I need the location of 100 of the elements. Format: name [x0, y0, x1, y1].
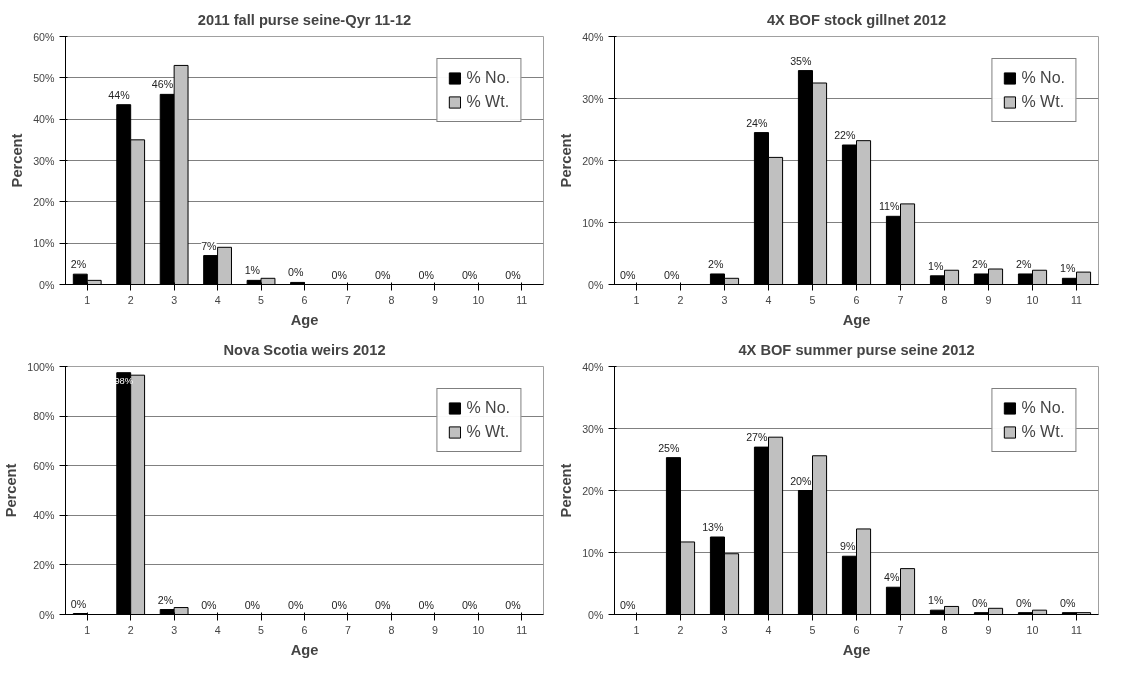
y-tick-label: 0% [39, 278, 56, 291]
data-label: 0% [418, 598, 435, 611]
data-label: 0% [1016, 596, 1033, 609]
data-label: 2% [708, 257, 725, 270]
data-label: 46% [151, 78, 174, 91]
y-axis-title: Percent [558, 463, 575, 518]
y-tick-label: 40% [33, 509, 56, 522]
x-axis-title: Age [290, 641, 319, 658]
data-label: 0% [620, 268, 637, 281]
data-label: 1% [1060, 262, 1077, 275]
data-label: 2% [1016, 257, 1033, 270]
x-tick-label: 6 [301, 293, 308, 306]
legend-label: % No. [466, 69, 510, 87]
data-label: 24% [746, 116, 769, 129]
data-label: 0% [418, 268, 435, 281]
x-tick-label: 6 [853, 293, 860, 306]
data-label: 0% [331, 268, 348, 281]
legend-label: % No. [1021, 69, 1065, 87]
x-tick-label: 4 [214, 623, 221, 636]
x-tick-label: 10 [1026, 623, 1039, 636]
y-tick-label: 10% [33, 237, 56, 250]
data-label: 0% [244, 598, 261, 611]
data-label: 2% [157, 593, 174, 606]
x-tick-label: 5 [809, 293, 816, 306]
x-tick-label: 9 [431, 293, 438, 306]
x-tick-label: 11 [1070, 293, 1083, 306]
x-tick-label: 1 [633, 293, 640, 306]
y-axis-title: Percent [558, 133, 575, 188]
x-axis-title: Age [842, 641, 871, 658]
y-tick-label: 20% [33, 558, 56, 571]
x-tick-label: 4 [214, 293, 221, 306]
y-tick-label: 40% [582, 30, 605, 43]
y-tick-label: 20% [582, 484, 605, 497]
chart-title: 4X BOF summer purse seine 2012 [738, 341, 975, 358]
x-tick-label: 5 [258, 623, 265, 636]
legend-label: % Wt. [1021, 423, 1065, 441]
x-tick-label: 11 [1070, 623, 1083, 636]
y-tick-label: 0% [588, 608, 605, 621]
legend-label: % Wt. [466, 423, 510, 441]
chart-title: 4X BOF stock gillnet 2012 [766, 11, 947, 28]
x-tick-label: 3 [171, 293, 178, 306]
x-tick-label: 5 [258, 293, 265, 306]
data-label: 35% [790, 54, 813, 67]
data-label: 0% [505, 268, 522, 281]
data-label: 1% [928, 594, 945, 607]
data-label: 0% [505, 598, 522, 611]
x-tick-label: 1 [84, 623, 91, 636]
y-tick-label: 60% [33, 30, 56, 43]
data-label: 0% [375, 268, 391, 281]
chart-title: Nova Scotia weirs 2012 [223, 341, 386, 358]
y-tick-label: 60% [33, 459, 56, 472]
data-label: 11% [878, 200, 901, 213]
legend-label: % Wt. [466, 93, 510, 111]
y-tick-label: 30% [582, 422, 605, 435]
x-tick-label: 7 [344, 623, 351, 636]
legend-label: % No. [466, 399, 510, 417]
x-tick-label: 4 [765, 293, 772, 306]
data-label: 1% [928, 259, 945, 272]
x-axis-title: Age [290, 311, 319, 328]
x-tick-label: 8 [941, 623, 948, 636]
data-label: 0% [461, 598, 478, 611]
x-tick-label: 9 [985, 623, 992, 636]
data-label: 44% [108, 88, 131, 101]
data-label: 13% [702, 521, 725, 533]
data-label: 0% [375, 598, 391, 611]
data-label: 0% [620, 598, 637, 611]
y-tick-label: 10% [582, 546, 605, 559]
y-tick-label: 40% [582, 360, 605, 373]
x-tick-label: 2 [127, 293, 134, 306]
data-label: 2% [70, 258, 87, 271]
y-tick-label: 20% [582, 154, 605, 167]
x-tick-label: 2 [677, 293, 684, 306]
data-label: 0% [331, 598, 348, 611]
x-tick-label: 9 [431, 623, 438, 636]
data-label: 1% [244, 264, 261, 277]
data-label: 22% [834, 129, 857, 141]
legend-label: % No. [1021, 399, 1065, 417]
x-tick-label: 8 [388, 623, 395, 636]
x-tick-label: 9 [985, 293, 992, 306]
x-tick-label: 10 [472, 293, 485, 306]
data-label: 0% [1060, 596, 1077, 609]
data-label: 0% [972, 596, 989, 609]
data-label: 2% [972, 257, 989, 270]
chart-title: 2011 fall purse seine-Qyr 11-12 [197, 11, 412, 28]
x-axis-title: Age [842, 311, 871, 328]
data-label: 9% [840, 540, 857, 553]
y-axis-title: Percent [9, 133, 26, 188]
x-tick-label: 3 [721, 623, 728, 636]
x-tick-label: 7 [897, 293, 904, 306]
x-tick-label: 6 [301, 623, 308, 636]
y-tick-label: 0% [39, 608, 56, 621]
data-label: 0% [70, 597, 87, 610]
x-tick-label: 11 [516, 623, 528, 636]
x-tick-label: 1 [84, 293, 91, 306]
x-tick-label: 4 [765, 623, 772, 636]
x-tick-label: 3 [721, 293, 728, 306]
x-tick-label: 10 [472, 623, 485, 636]
y-tick-label: 100% [27, 360, 56, 373]
x-tick-label: 8 [388, 293, 395, 306]
y-tick-label: 20% [33, 195, 56, 208]
